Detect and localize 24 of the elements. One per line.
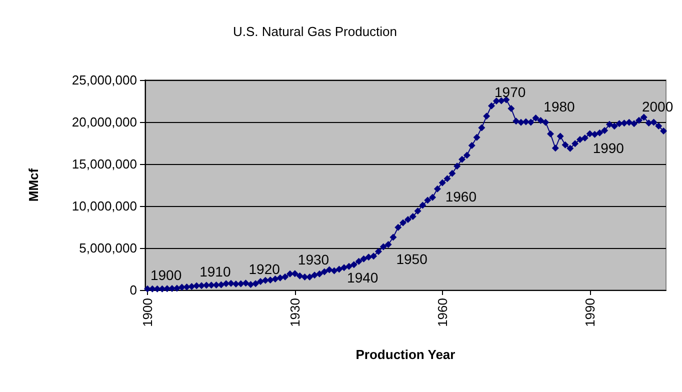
- x-tick-label: 1990: [582, 298, 598, 327]
- x-axis-title: Production Year: [356, 347, 456, 362]
- annotation: 1940: [347, 270, 378, 286]
- y-tick-label: 10,000,000: [72, 198, 137, 214]
- annotation: 1970: [494, 84, 526, 100]
- annotation: 1950: [396, 251, 428, 268]
- y-tick-label: 15,000,000: [72, 156, 137, 172]
- y-tick-label: 0: [130, 282, 137, 298]
- chart-title: U.S. Natural Gas Production: [233, 24, 398, 39]
- annotation: 1910: [200, 264, 231, 280]
- annotation: 1920: [248, 261, 280, 278]
- x-tick-label: 1930: [287, 298, 302, 327]
- annotation: 1930: [298, 252, 330, 268]
- annotation: 2000: [642, 98, 674, 114]
- y-tick-label: 20,000,000: [72, 114, 137, 130]
- x-tick-label: 1960: [434, 298, 450, 327]
- y-axis-title: MMcf: [26, 168, 41, 202]
- y-tick-label: 5,000,000: [79, 240, 137, 256]
- annotation: 1980: [544, 98, 576, 114]
- y-tick-label: 25,000,000: [72, 72, 137, 88]
- annotation: 1900: [150, 266, 182, 283]
- annotation: 1990: [592, 140, 624, 156]
- annotation: 1960: [445, 188, 477, 205]
- x-tick-label: 1900: [140, 298, 155, 327]
